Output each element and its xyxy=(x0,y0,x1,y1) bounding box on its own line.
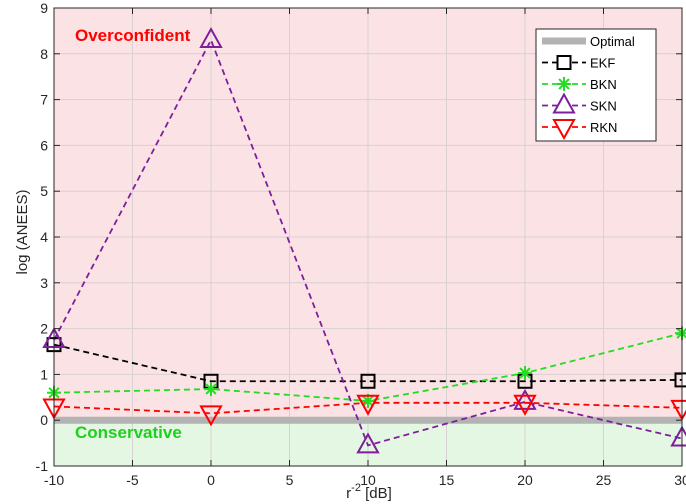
legend-marker-bkn xyxy=(557,77,571,91)
series-line-skn xyxy=(53,37,683,447)
legend-label-ekf: EKF xyxy=(590,56,615,71)
data-point-bkn xyxy=(518,366,532,381)
conservative-label: Conservative xyxy=(75,423,182,442)
x-axis-label: r-2 [dB] xyxy=(346,482,392,502)
x-tick-label: -5 xyxy=(126,472,139,488)
x-tick-label: 25 xyxy=(596,472,612,488)
x-axis-label-base: r xyxy=(346,485,351,502)
series-layer xyxy=(42,27,686,454)
y-tick-label: 0 xyxy=(40,412,48,428)
x-tick-label: 20 xyxy=(517,472,533,488)
x-tick-label: 5 xyxy=(286,472,294,488)
x-tick-label: 0 xyxy=(207,472,215,488)
y-tick-label: 9 xyxy=(40,0,48,16)
x-tick-label: 10 xyxy=(360,472,376,488)
overconfident-label: Overconfident xyxy=(75,26,191,45)
y-tick-label: 2 xyxy=(40,321,48,337)
y-tick-label: 3 xyxy=(40,275,48,291)
x-axis-label-superscript: -2 xyxy=(351,482,361,494)
y-tick-label: 5 xyxy=(40,183,48,199)
legend-label-bkn: BKN xyxy=(590,77,617,92)
legend: Optimal EKF BKN SKN RKN xyxy=(535,28,657,142)
data-point-rkn xyxy=(513,394,537,416)
y-tick-label: -1 xyxy=(36,458,49,474)
legend-label-optimal: Optimal xyxy=(590,34,635,49)
data-point-rkn xyxy=(199,405,223,427)
y-tick-label: 8 xyxy=(40,46,48,62)
data-point-rkn xyxy=(356,394,380,416)
x-axis-label-unit: [dB] xyxy=(361,485,392,502)
data-point-bkn xyxy=(204,382,218,397)
y-tick-label: 6 xyxy=(40,137,48,153)
legend-marker-ekf xyxy=(556,55,572,70)
y-tick-label: 1 xyxy=(40,366,48,382)
x-tick-label: 15 xyxy=(439,472,455,488)
region-labels: Overconfident Conservative xyxy=(75,26,191,442)
legend-marker-rkn xyxy=(552,119,576,141)
data-point-ekf xyxy=(360,373,376,389)
legend-label-skn: SKN xyxy=(590,99,617,114)
data-point-skn xyxy=(513,388,537,410)
y-tick-label: 4 xyxy=(40,229,48,245)
y-tick-label: 7 xyxy=(40,92,48,108)
legend-marker-skn xyxy=(552,92,576,114)
x-tick-label: 30 xyxy=(674,472,686,488)
data-point-skn xyxy=(356,432,380,454)
x-tick-label: -10 xyxy=(44,472,64,488)
data-point-skn xyxy=(199,27,223,49)
legend-label-rkn: RKN xyxy=(590,120,617,135)
y-axis-label: log (ANEES) xyxy=(14,189,31,274)
